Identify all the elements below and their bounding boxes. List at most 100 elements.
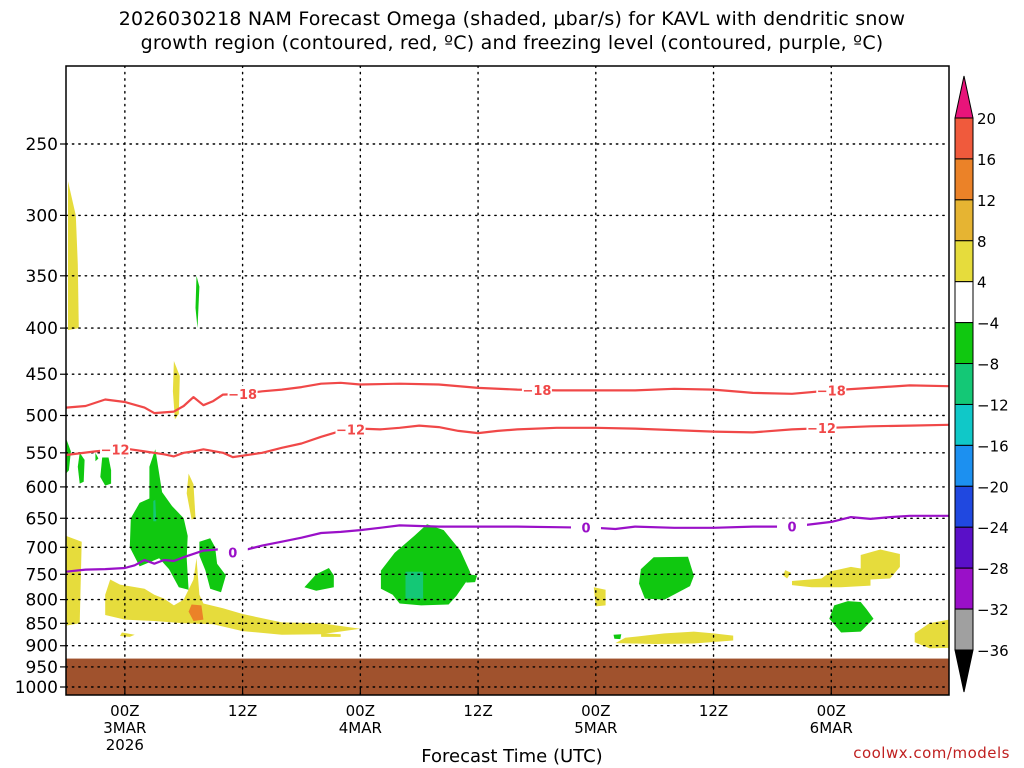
- omega-region-19: [195, 275, 200, 329]
- grid-lines: [66, 66, 949, 695]
- contour-line-1: [66, 423, 949, 459]
- y-tick-label-550: 550: [26, 444, 58, 464]
- contour-line-2: [66, 514, 949, 573]
- ground-surface: [66, 658, 949, 695]
- x-tick-label-72-1: 6MAR: [810, 719, 853, 737]
- x-tick-label-60-0: 12Z: [699, 702, 728, 720]
- x-tick-label-48-0: 00Z: [581, 702, 610, 720]
- colorbar-label-9: −20: [977, 478, 1009, 496]
- y-tick-label-500: 500: [26, 407, 58, 427]
- omega-region-9: [615, 631, 734, 644]
- omega-region-27: [405, 571, 424, 599]
- colorbar-bin-0: [954, 117, 974, 160]
- colorbar-label-2: 12: [977, 192, 996, 210]
- y-tick-label-250: 250: [26, 135, 58, 155]
- colorbar-label-3: 8: [977, 233, 987, 251]
- colorbar-bin-9: [954, 485, 974, 528]
- contour-label-bg-0-0: [227, 385, 258, 402]
- omega-region-24: [639, 556, 694, 600]
- contour-label-bg-2-2: [777, 518, 808, 535]
- omega-region-15: [77, 452, 85, 484]
- colorbar-bin-11: [954, 567, 974, 610]
- contour-label-bg-2-0: [217, 544, 248, 561]
- x-tick-label-24-1: 4MAR: [339, 719, 382, 737]
- colorbar-under-arrow: [954, 649, 974, 693]
- omega-region-5: [321, 633, 341, 637]
- omega-region-23: [466, 574, 478, 583]
- y-tick-label-650: 650: [26, 509, 58, 529]
- omega-region-0: [68, 181, 79, 331]
- y-axis: 250 300 350 400 450 500 550 600 650 700 750 800 850 9…: [15, 135, 66, 698]
- omega-region-12: [860, 549, 900, 580]
- x-tick-label-12-0: 12Z: [228, 702, 257, 720]
- chart-title-line-2: growth region (contoured, red, ºC) and f…: [140, 32, 884, 54]
- omega-region-14: [66, 438, 71, 474]
- x-axis-title: Forecast Time (UTC): [421, 746, 603, 767]
- plot-frame: [65, 65, 950, 696]
- omega-region-17: [95, 452, 99, 462]
- omega-region-6: [120, 632, 135, 637]
- colorbar-label-6: −8: [977, 356, 999, 374]
- y-tick-label-850: 850: [26, 614, 58, 634]
- y-tick-label-300: 300: [26, 206, 58, 226]
- colorbar-bin-2: [954, 199, 974, 242]
- omega-region-25: [613, 634, 622, 640]
- colorbar-label-1: 16: [977, 151, 996, 169]
- y-tick-label-450: 450: [26, 365, 58, 385]
- colorbar-bin-10: [954, 526, 974, 569]
- x-tick-label-0-1: 3MAR: [103, 719, 146, 737]
- x-tick-label-24-0: 00Z: [346, 702, 375, 720]
- omega-region-8: [593, 587, 606, 607]
- contour-label-1-0: −12: [101, 443, 130, 458]
- y-tick-label-800: 800: [26, 591, 58, 611]
- colorbar-label-5: −4: [977, 315, 999, 333]
- contour-layer: −18 −18 −18 −12 −12 −12 0 0 0: [66, 381, 949, 573]
- colorbar-bin-3: [954, 240, 974, 283]
- y-tick-label-900: 900: [26, 637, 58, 657]
- y-tick-label-1000: 1000: [15, 678, 58, 698]
- omega-region-28: [153, 499, 157, 522]
- contour-label-2-0: 0: [228, 546, 237, 561]
- omega-region-10: [783, 570, 791, 579]
- contour-label-bg-2-1: [570, 519, 601, 536]
- colorbar-label-12: −32: [977, 601, 1009, 619]
- y-tick-label-350: 350: [26, 267, 58, 287]
- contour-label-2-2: 0: [787, 521, 796, 536]
- colorbar-label-0: 20: [977, 110, 996, 128]
- omega-shading-layer: [66, 181, 949, 649]
- colorbar-bin-6: [954, 363, 974, 405]
- contour-label-0-1: −18: [522, 384, 551, 399]
- contour-label-0-0: −18: [228, 388, 257, 403]
- contour-label-bg-1-2: [806, 420, 837, 437]
- omega-region-13: [914, 619, 949, 649]
- colorbar-bin-7: [954, 403, 974, 446]
- colorbar-label-7: −12: [977, 396, 1009, 414]
- colorbar: 20 16 12 8 4 −4 −8 −12 −16 −20 −24 −28 −32 −36: [954, 75, 1009, 693]
- colorbar-bin-4: [954, 281, 974, 324]
- colorbar-label-4: 4: [977, 274, 987, 292]
- omega-region-3: [66, 535, 82, 626]
- omega-region-20: [199, 538, 226, 593]
- credit-link[interactable]: coolwx.com/models: [853, 744, 1010, 762]
- colorbar-bin-5: [954, 322, 974, 365]
- y-tick-label-400: 400: [26, 319, 58, 339]
- x-tick-label-36-0: 12Z: [463, 702, 492, 720]
- colorbar-bin-12: [954, 608, 974, 651]
- contour-label-bg-0-2: [816, 382, 847, 399]
- chart-title-line-1: 2026030218 NAM Forecast Omega (shaded, μ…: [118, 8, 906, 30]
- x-tick-label-48-1: 5MAR: [574, 719, 617, 737]
- colorbar-label-8: −16: [977, 437, 1009, 455]
- colorbar-over-arrow: [954, 75, 974, 119]
- omega-region-18: [129, 449, 189, 590]
- contour-label-2-1: 0: [581, 522, 590, 537]
- contour-label-bg-1-0: [100, 441, 131, 458]
- omega-region-4: [105, 558, 361, 635]
- contour-label-1-1: −12: [336, 424, 365, 439]
- y-tick-label-600: 600: [26, 478, 58, 498]
- colorbar-label-11: −28: [977, 560, 1009, 578]
- colorbar-bin-1: [954, 158, 974, 201]
- y-tick-label-950: 950: [26, 658, 58, 678]
- colorbar-bin-8: [954, 444, 974, 487]
